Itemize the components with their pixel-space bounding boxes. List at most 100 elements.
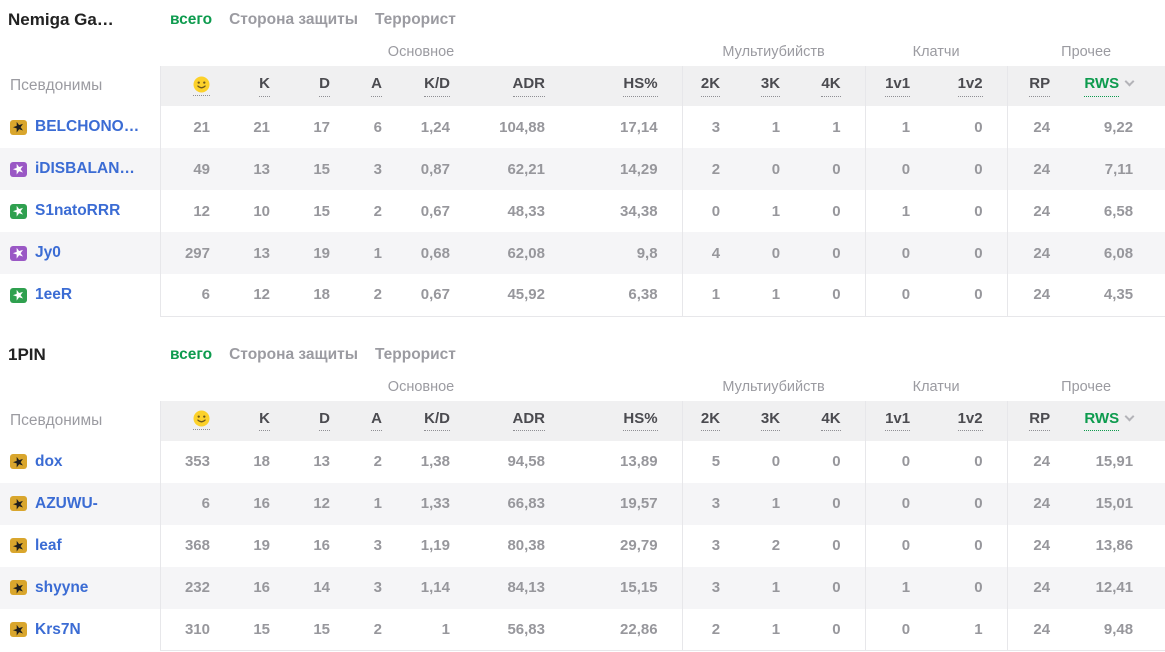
col-header-rws[interactable]: RWS xyxy=(1074,66,1165,106)
stat-rp: 24 xyxy=(1006,440,1075,483)
col-header-2k[interactable]: 2K xyxy=(681,400,745,441)
sort-chevron-down-icon xyxy=(1124,411,1135,422)
col-header-label: 1v1 xyxy=(885,410,911,432)
tab-terrorist[interactable]: Террорист xyxy=(374,345,456,363)
stat-smiley: 6 xyxy=(159,482,234,525)
player-link[interactable]: ★ Jy0 xyxy=(10,244,61,262)
col-header-label: HS% xyxy=(623,76,658,97)
col-header-label: 3K xyxy=(760,76,781,97)
stat-2k: 4 xyxy=(681,232,745,274)
stat-a: 2 xyxy=(373,453,382,470)
stat-rws: 7,11 xyxy=(1104,160,1134,178)
player-link[interactable]: ★ AZUWU- xyxy=(10,495,98,513)
col-header-kd[interactable]: K/D xyxy=(406,400,474,441)
stat-hs-percent: 34,38 xyxy=(620,202,658,220)
player-link[interactable]: ★ leaf xyxy=(10,537,62,555)
column-group-other: Прочее xyxy=(1061,378,1112,395)
col-header-smiley[interactable] xyxy=(159,66,234,106)
player-link[interactable]: ★ BELCHONO… xyxy=(10,118,139,136)
player-nickname: BELCHONO… xyxy=(35,118,140,135)
col-header-3k[interactable]: 3K xyxy=(744,66,805,106)
column-group-multikills: Мультиубийств xyxy=(722,378,825,395)
col-header-label: K/D xyxy=(424,76,450,97)
stat-k: 21 xyxy=(253,118,270,136)
col-header-rws[interactable]: RWS xyxy=(1074,400,1165,441)
col-header-label: 3K xyxy=(760,410,781,432)
stat-4k: 0 xyxy=(832,537,841,554)
rank-star-badge-icon: ★ xyxy=(10,537,27,554)
stat-1v2: 0 xyxy=(974,244,983,262)
stat-4k: 0 xyxy=(832,453,841,470)
stat-1v1: 0 xyxy=(864,482,935,525)
stat-smiley: 49 xyxy=(159,148,234,190)
team-header: Nemiga Ga… всего Сторона защиты Террорист xyxy=(0,6,1165,34)
col-header-label: 4K xyxy=(821,76,841,97)
col-header-kd[interactable]: K/D xyxy=(406,66,474,106)
col-header-d[interactable]: D xyxy=(294,400,354,441)
player-link[interactable]: ★ iDISBALAN… xyxy=(10,160,135,178)
col-header-2k[interactable]: 2K xyxy=(681,66,745,106)
stat-kd: 0,87 xyxy=(420,160,450,178)
col-header-rp[interactable]: RP xyxy=(1006,400,1075,441)
col-header-adr[interactable]: ADR xyxy=(474,66,569,106)
stat-1v1: 0 xyxy=(864,440,935,483)
col-header-a[interactable]: A xyxy=(354,400,406,441)
col-header-smiley[interactable] xyxy=(159,400,234,441)
col-header-label: RWS xyxy=(1084,410,1120,432)
player-name-cell: ★ Krs7N xyxy=(0,609,160,651)
col-header-1v1[interactable]: 1v1 xyxy=(864,66,935,106)
player-link[interactable]: ★ dox xyxy=(10,453,63,471)
col-header-k[interactable]: K xyxy=(234,66,294,106)
col-header-3k[interactable]: 3K xyxy=(744,400,805,441)
stat-rws: 6,58 xyxy=(1103,202,1134,220)
col-header-1v1[interactable]: 1v1 xyxy=(864,400,935,441)
team-header: 1PIN всего Сторона защиты Террорист xyxy=(0,341,1165,369)
stat-rws: 4,35 xyxy=(1074,274,1165,317)
col-header-a[interactable]: A xyxy=(354,66,406,106)
column-group-clutches: Клатчи xyxy=(912,44,960,60)
col-header-label: K xyxy=(259,76,270,97)
smiley-icon xyxy=(193,410,210,427)
col-header-hs-percent[interactable]: HS% xyxy=(569,66,683,106)
column-group-other: Прочее xyxy=(1061,44,1112,60)
col-header-nicknames: Псевдонимы xyxy=(0,400,160,441)
player-name-cell: ★ 1eeR xyxy=(0,274,160,316)
stat-a: 1 xyxy=(373,495,382,512)
col-header-4k[interactable]: 4K xyxy=(804,400,866,441)
stat-1v2: 0 xyxy=(974,495,983,512)
rank-star-badge-icon: ★ xyxy=(10,160,27,178)
tab-terrorist[interactable]: Террорист xyxy=(374,11,456,28)
tab-total[interactable]: всего xyxy=(170,345,213,363)
player-link[interactable]: ★ 1eeR xyxy=(10,286,72,304)
team-name: 1PIN xyxy=(8,344,46,364)
player-name-cell: ★ leaf xyxy=(0,525,160,567)
player-link[interactable]: ★ Krs7N xyxy=(10,621,81,639)
col-header-1v2[interactable]: 1v2 xyxy=(934,66,1008,106)
col-header-hs-percent[interactable]: HS% xyxy=(569,400,683,441)
column-group-main: Основное xyxy=(387,378,455,395)
col-header-adr[interactable]: ADR xyxy=(474,400,569,441)
rank-star-badge-icon: ★ xyxy=(10,118,27,136)
player-link[interactable]: ★ shyyne xyxy=(10,579,88,597)
tab-total[interactable]: всего xyxy=(170,11,213,28)
col-header-label: ADR xyxy=(512,76,545,97)
stat-rp: 24 xyxy=(1006,232,1075,274)
stat-rws: 15,01 xyxy=(1095,495,1134,512)
stat-hs-percent: 22,86 xyxy=(569,608,683,651)
tab-defense-side[interactable]: Сторона защиты xyxy=(229,345,358,363)
player-name-cell: ★ S1natoRRR xyxy=(0,190,160,232)
player-row: ★ shyyne 232 16 14 3 1,14 84,13 15,15 3 1 0 1 0 24 12,4… xyxy=(0,566,1165,609)
player-row: ★ 1eeR 6 12 18 2 0,67 45,92 6,38 1 1 0 0 0 24 4,35 xyxy=(0,274,1165,317)
col-header-rp[interactable]: RP xyxy=(1006,66,1075,106)
col-header-1v2[interactable]: 1v2 xyxy=(934,400,1008,441)
col-header-4k[interactable]: 4K xyxy=(804,66,866,106)
col-header-k[interactable]: K xyxy=(234,400,294,441)
stat-smiley: 12 xyxy=(159,190,234,232)
tab-defense-side[interactable]: Сторона защиты xyxy=(229,11,358,28)
player-link[interactable]: ★ S1natoRRR xyxy=(10,202,120,220)
col-header-d[interactable]: D xyxy=(294,66,354,106)
column-group-spacer xyxy=(0,34,160,66)
stat-k: 15 xyxy=(234,608,294,651)
stat-kd: 1,24 xyxy=(420,118,450,136)
stat-d: 12 xyxy=(313,495,330,512)
